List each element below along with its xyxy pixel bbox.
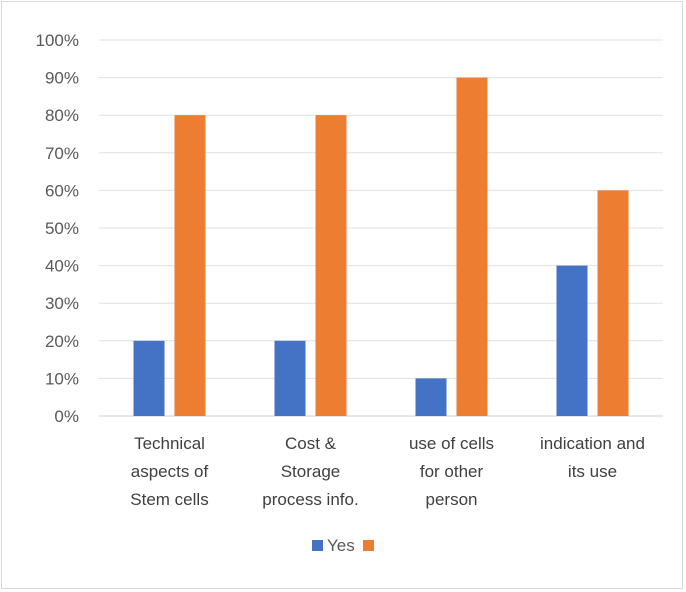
bars (133, 77, 629, 416)
y-tick-label: 20% (45, 332, 79, 351)
x-axis-categories: Technical aspects of Stem cells Cost & Stora… (130, 434, 645, 509)
bar-series-yes (274, 340, 306, 416)
x-category-label: Technical aspects of Stem cells (130, 434, 208, 509)
y-axis-ticks: 0% 10% 20% 30% 40% 50% 60% 70% 80% 90% 100% (36, 31, 79, 426)
x-category-line: process info. (262, 490, 358, 509)
x-category-line: Technical (134, 434, 205, 453)
x-category-label: use of cells for other person (409, 434, 494, 509)
y-tick-label: 40% (45, 257, 79, 276)
x-category-line: its use (568, 462, 617, 481)
bar-series-2 (597, 190, 629, 416)
x-category-line: person (426, 490, 478, 509)
bar-series-yes (556, 265, 588, 416)
bar-series-yes (133, 340, 165, 416)
legend-swatch-series-2 (363, 540, 374, 551)
y-tick-label: 30% (45, 294, 79, 313)
bar-series-2 (456, 77, 488, 416)
bar-series-yes (415, 378, 447, 416)
x-category-line: aspects of (131, 462, 209, 481)
bar-series-2 (174, 115, 206, 416)
x-category-line: Storage (281, 462, 341, 481)
y-tick-label: 90% (45, 69, 79, 88)
x-category-line: for other (420, 462, 484, 481)
x-category-label: Cost & Storage process info. (262, 434, 358, 509)
y-tick-label: 70% (45, 144, 79, 163)
legend-swatch-yes (312, 540, 323, 551)
legend-label-yes: Yes (327, 536, 355, 555)
y-tick-label: 50% (45, 219, 79, 238)
x-category-line: indication and (540, 434, 645, 453)
x-category-label: indication and its use (540, 434, 645, 481)
legend: Yes (312, 536, 374, 555)
x-category-line: use of cells (409, 434, 494, 453)
y-tick-label: 60% (45, 181, 79, 200)
y-tick-label: 80% (45, 106, 79, 125)
bar-series-2 (315, 115, 347, 416)
y-tick-label: 10% (45, 369, 79, 388)
x-category-line: Stem cells (130, 490, 208, 509)
y-tick-label: 100% (36, 31, 79, 50)
x-category-line: Cost & (285, 434, 337, 453)
y-tick-label: 0% (54, 407, 79, 426)
